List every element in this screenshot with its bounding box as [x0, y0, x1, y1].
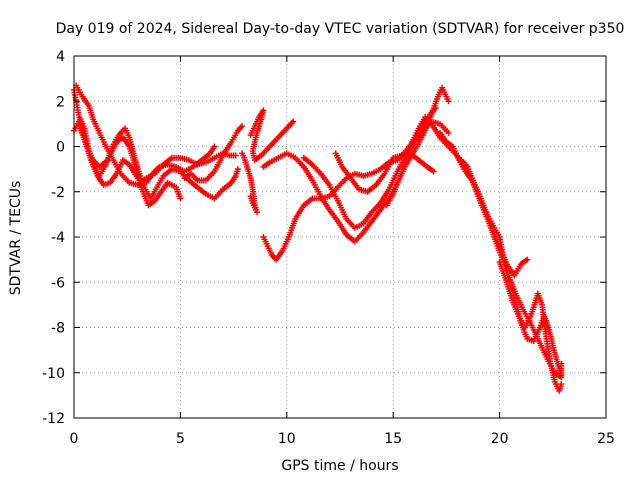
data-point — [558, 381, 565, 388]
series-track-6 — [239, 150, 261, 216]
series-track-5 — [181, 123, 246, 184]
series-track-2 — [73, 82, 239, 188]
y-tick-labels: -12 -10 -8 -6 -4 -2 0 2 4 — [42, 49, 65, 427]
series-track-1 — [71, 86, 218, 188]
x-tick-label: 20 — [491, 431, 509, 447]
y-tick-label: 0 — [56, 140, 65, 156]
x-tick-label: 15 — [384, 431, 402, 447]
x-tick-label: 25 — [597, 431, 615, 447]
data-point — [524, 256, 531, 263]
series-track-11 — [332, 150, 437, 195]
data-point — [211, 143, 218, 150]
data-point — [239, 123, 246, 130]
chart-title: Day 019 of 2024, Sidereal Day-to-day VTE… — [56, 21, 625, 37]
x-tick-labels: 0 5 10 15 20 25 — [70, 431, 615, 447]
data-point — [290, 118, 297, 125]
y-tick-label: -12 — [42, 411, 65, 427]
x-tick-label: 10 — [278, 431, 296, 447]
y-tick-label: -10 — [42, 366, 65, 382]
data-point — [247, 193, 254, 200]
data-point — [430, 168, 437, 175]
y-tick-label: 2 — [56, 94, 65, 110]
y-tick-label: -6 — [51, 275, 65, 291]
data-point — [234, 166, 241, 173]
y-tick-label: 4 — [56, 49, 65, 65]
data-point — [177, 195, 184, 202]
x-tick-label: 0 — [70, 431, 79, 447]
data-point — [232, 152, 239, 159]
x-axis-label: GPS time / hours — [281, 458, 398, 474]
grid-lines — [74, 56, 606, 418]
data-point — [558, 372, 565, 379]
data-point — [432, 105, 439, 112]
y-tick-label: -2 — [51, 185, 65, 201]
y-tick-label: -4 — [51, 230, 65, 246]
y-tick-label: -8 — [51, 321, 65, 337]
series-track-4 — [77, 125, 184, 209]
x-tick-label: 5 — [176, 431, 185, 447]
data-point — [445, 129, 452, 136]
series-track-12 — [383, 114, 531, 279]
plot-frame — [73, 55, 607, 419]
y-axis-label: SDTVAR / TECUs — [8, 181, 24, 296]
data-points — [71, 82, 565, 394]
data-point — [445, 98, 452, 105]
series-track-15 — [496, 258, 565, 394]
series-track-7 — [247, 107, 297, 164]
